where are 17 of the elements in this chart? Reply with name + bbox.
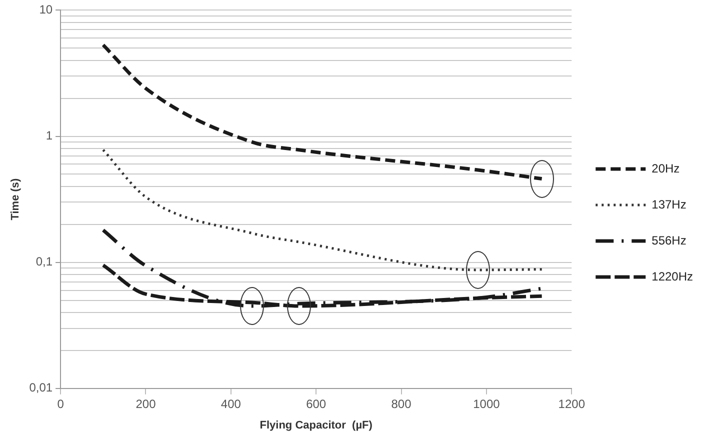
x-tick-label: 400 — [220, 396, 242, 411]
legend-label: 137Hz — [652, 197, 686, 212]
legend-label: 1220Hz — [652, 269, 694, 284]
legend-label: 556Hz — [652, 233, 686, 248]
x-tick-label: 200 — [136, 396, 156, 411]
x-tick-label: 800 — [391, 396, 412, 411]
y-tick-label: 0,1 — [36, 254, 53, 269]
legend-label: 20Hz — [652, 161, 680, 176]
x-tick-label: 600 — [306, 396, 326, 411]
x-axis-title: Flying Capacitor (µF) — [260, 419, 373, 432]
x-tick-label: 1000 — [473, 396, 500, 411]
y-tick-label: 0,01 — [29, 380, 53, 395]
y-axis-title: Time (s) — [10, 178, 22, 220]
y-tick-label: 10 — [39, 2, 53, 17]
y-tick-label: 1 — [46, 128, 53, 143]
x-tick-label: 0 — [57, 396, 64, 411]
x-tick-label: 1200 — [558, 396, 586, 411]
